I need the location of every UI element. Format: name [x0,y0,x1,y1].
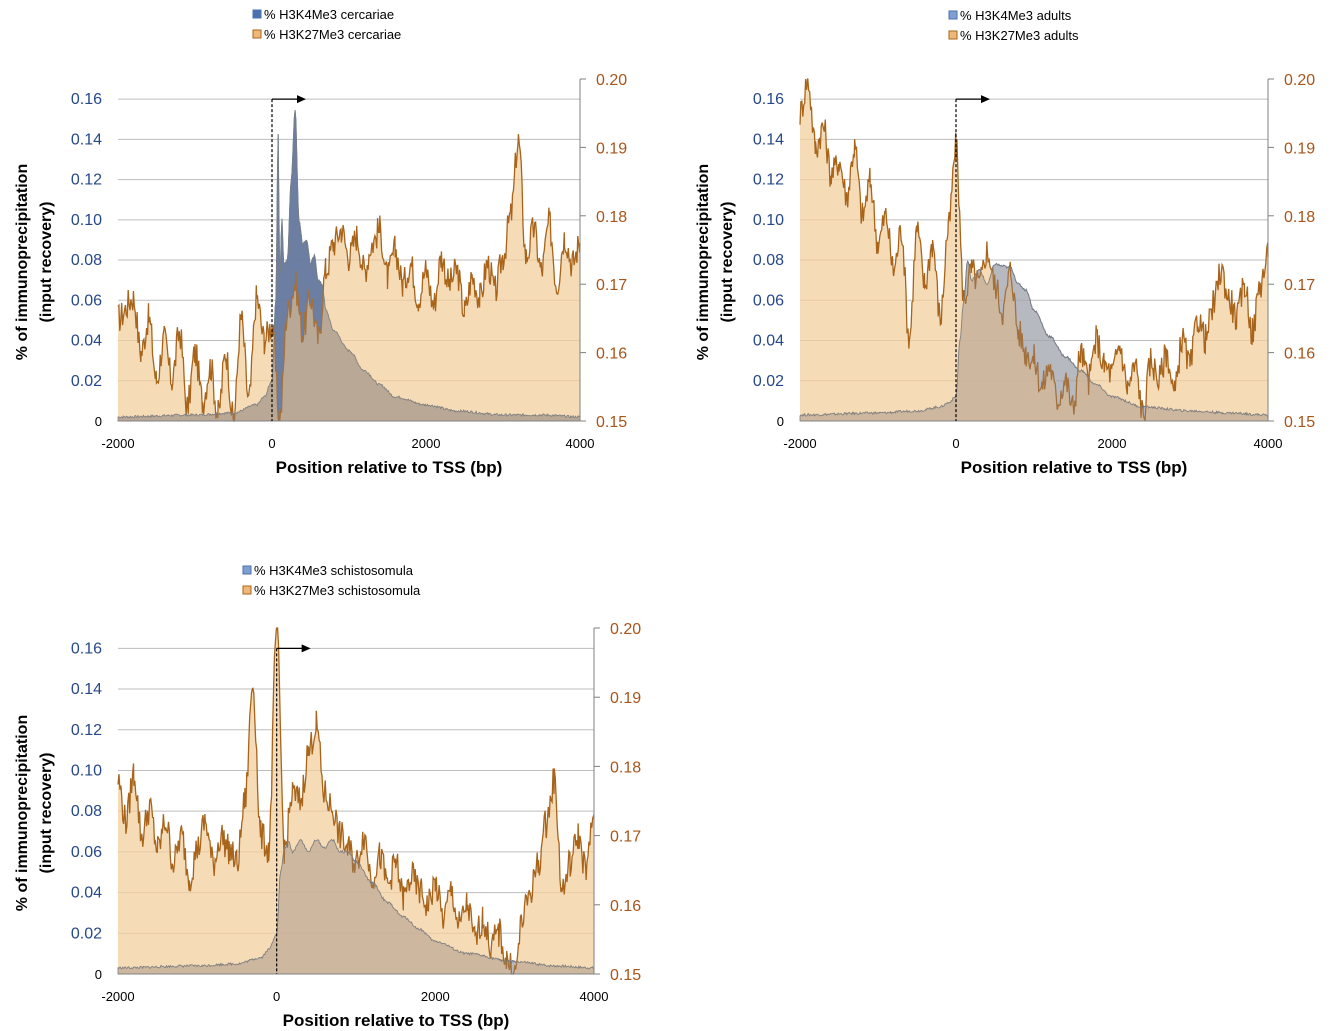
legend-label: % H3K27Me3 cercariae [264,27,401,42]
y-axis-label-line1: % of immunoprecipitation [14,164,31,360]
legend-swatch [252,29,262,39]
chart-panel-1: 0 0.02 0.04 0.06 0.08 0.10 0.12 0.14 0.16 0.15 0.1… [14,7,627,477]
x-tick-label: 0 [268,436,275,451]
left-tick-label: 0 [95,414,102,429]
series-overlap [117,110,581,422]
right-tick-label: 0.18 [1284,209,1315,226]
x-tick-label: 2000 [412,436,441,451]
right-tick-label: 0.16 [610,898,641,915]
left-tick-label: 0.06 [71,292,102,309]
left-tick-label: 0.12 [71,172,102,189]
legend-swatch [252,9,262,19]
legend-label: % H3K27Me3 schistosomula [254,583,421,598]
x-tick-label: 2000 [1098,436,1127,451]
left-tick-label: 0.06 [71,844,102,861]
left-tick-label: 0.16 [71,91,102,108]
right-tick-label: 0.16 [596,346,627,363]
x-tick-label: -2000 [101,436,134,451]
left-tick-label: 0.14 [71,131,102,148]
tss-arrow-head [297,95,306,104]
x-tick-label: 4000 [1254,436,1283,451]
left-tick-label: 0.04 [71,333,102,350]
right-tick-label: 0.15 [610,967,641,984]
legend-swatch [948,10,958,20]
series-line-2 [117,627,595,975]
legend-label: % H3K4Me3 schistosomula [254,563,414,578]
left-tick-label: 0.14 [753,131,784,148]
y-axis-label-line1: % of immunoprecipitation [695,164,712,360]
left-tick-label: 0.12 [753,172,784,189]
series-line-2 [799,78,1269,421]
y-axis-label-line1: % of immunoprecipitation [14,715,31,911]
right-tick-label: 0.19 [610,690,641,707]
series-overlap [799,260,1269,422]
series-area-2 [118,628,594,974]
right-tick-label: 0.18 [596,209,627,226]
right-tick-label: 0.20 [596,72,627,89]
right-tick-label: 0.17 [1284,277,1315,294]
left-tick-label: 0.16 [71,640,102,657]
right-tick-label: 0.20 [610,621,641,638]
right-tick-label: 0.15 [1284,414,1315,431]
left-tick-label: 0 [777,414,784,429]
left-tick-label: 0.04 [753,333,784,350]
right-tick-label: 0.18 [610,759,641,776]
legend-label: % H3K4Me3 cercariae [264,7,394,22]
series-area-2 [118,134,580,421]
legend-swatch [242,585,252,595]
left-tick-label: 0.02 [71,373,102,390]
series-area-2 [800,79,1268,421]
series-area-1 [800,261,1268,421]
series-overlap [117,838,595,975]
left-tick-label: 0.08 [71,252,102,269]
right-tick-label: 0.19 [1284,140,1315,157]
left-tick-label: 0.08 [753,252,784,269]
x-tick-label: 0 [952,436,959,451]
left-tick-label: 0.12 [71,722,102,739]
y-axis-label-line2: (input recovery) [719,202,736,323]
right-tick-label: 0.20 [1284,72,1315,89]
legend-swatch [242,565,252,575]
left-tick-label: 0 [95,967,102,982]
legend-label: % H3K4Me3 adults [960,8,1072,23]
series-line-2 [117,134,581,422]
x-tick-label: -2000 [101,989,134,1004]
left-tick-label: 0.14 [71,681,102,698]
left-tick-label: 0.10 [71,762,102,779]
right-tick-label: 0.16 [1284,346,1315,363]
left-tick-label: 0.10 [71,212,102,229]
left-tick-label: 0.10 [753,212,784,229]
tss-arrow-head [981,95,990,104]
x-tick-label: 2000 [421,989,450,1004]
right-tick-label: 0.17 [596,277,627,294]
chart-panel-3: 0 0.02 0.04 0.06 0.08 0.10 0.12 0.14 0.16 0.15 0.1… [14,563,641,1030]
left-tick-label: 0.02 [753,373,784,390]
chart-panel-2: 0 0.02 0.04 0.06 0.08 0.10 0.12 0.14 0.16 0.15 0.1… [695,8,1315,477]
x-tick-label: 0 [273,989,280,1004]
legend-label: % H3K27Me3 adults [960,28,1079,43]
x-axis-label: Position relative to TSS (bp) [961,458,1188,477]
right-tick-label: 0.15 [596,414,627,431]
left-tick-label: 0.02 [71,925,102,942]
y-axis-label-line2: (input recovery) [38,753,55,874]
legend-swatch [948,30,958,40]
right-tick-label: 0.17 [610,829,641,846]
x-axis-label: Position relative to TSS (bp) [276,458,503,477]
x-axis-label: Position relative to TSS (bp) [283,1011,510,1030]
y-axis-label-line2: (input recovery) [38,202,55,323]
left-tick-label: 0.08 [71,803,102,820]
left-tick-label: 0.16 [753,91,784,108]
x-tick-label: 4000 [566,436,595,451]
left-tick-label: 0.04 [71,885,102,902]
left-tick-label: 0.06 [753,292,784,309]
x-tick-label: -2000 [783,436,816,451]
tss-arrow-head [301,644,311,653]
x-tick-label: 4000 [580,989,609,1004]
right-tick-label: 0.19 [596,140,627,157]
